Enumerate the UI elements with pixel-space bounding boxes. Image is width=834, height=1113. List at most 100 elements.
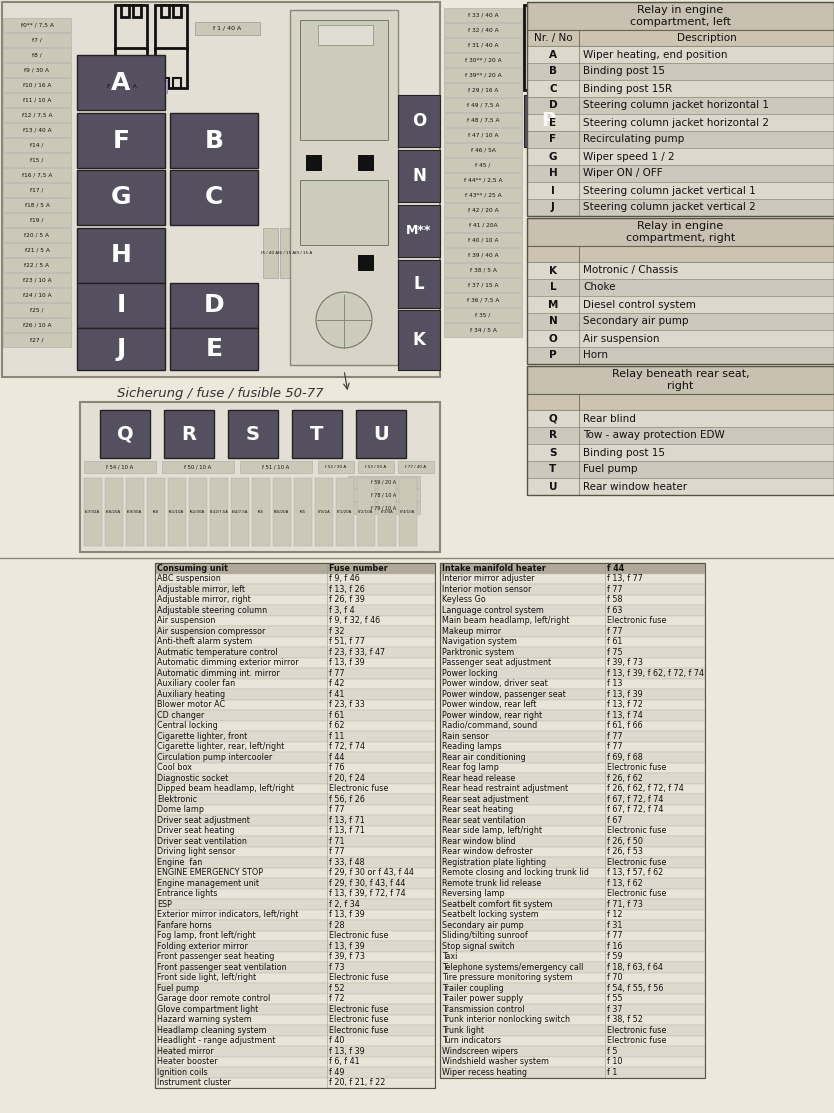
Text: Rear seat heating: Rear seat heating: [442, 805, 513, 815]
Text: Autmatic temperature control: Autmatic temperature control: [157, 648, 278, 657]
Text: f 29, f 30 or f 43, f 44: f 29, f 30 or f 43, f 44: [329, 868, 414, 877]
Text: f 51 / 10 A: f 51 / 10 A: [263, 464, 289, 470]
Bar: [2, 2, 440, 377]
Text: Navigation system: Navigation system: [442, 638, 517, 647]
Text: f 13, f 71: f 13, f 71: [329, 826, 364, 835]
Text: Dipped beam headlamp, left/right: Dipped beam headlamp, left/right: [157, 785, 294, 794]
Text: Main beam headlamp, left/right: Main beam headlamp, left/right: [442, 617, 570, 626]
Text: Reading lamps: Reading lamps: [442, 742, 501, 751]
Text: f 53 / 50 A: f 53 / 50 A: [365, 465, 387, 469]
Text: f71/20A: f71/20A: [338, 510, 353, 514]
Text: Electronic fuse: Electronic fuse: [329, 1005, 389, 1014]
Bar: [155, 605, 435, 615]
Bar: [240, 461, 312, 473]
Text: D: D: [549, 100, 557, 110]
Text: Headlamp cleaning system: Headlamp cleaning system: [157, 1026, 267, 1035]
Text: Dome lamp: Dome lamp: [157, 805, 204, 815]
Text: f 61, f 66: f 61, f 66: [607, 721, 643, 730]
Bar: [155, 1077, 435, 1089]
Bar: [527, 394, 834, 410]
Text: f 54, f 55, f 56: f 54, f 55, f 56: [607, 984, 663, 993]
Bar: [440, 563, 705, 573]
Text: Hazard warning system: Hazard warning system: [157, 1015, 252, 1024]
Text: f7 /: f7 /: [33, 38, 42, 42]
Text: f70/2A: f70/2A: [318, 510, 330, 514]
Text: Electronic fuse: Electronic fuse: [607, 826, 666, 835]
Bar: [280, 228, 295, 278]
Bar: [155, 615, 435, 626]
Text: Electronic fuse: Electronic fuse: [607, 858, 666, 867]
Bar: [77, 283, 165, 328]
Bar: [155, 805, 435, 815]
Text: f 11: f 11: [329, 731, 344, 741]
Bar: [155, 584, 435, 594]
Text: f16 / 7,5 A: f16 / 7,5 A: [22, 173, 53, 177]
Text: f15 /: f15 /: [30, 158, 43, 162]
Bar: [77, 114, 165, 168]
Bar: [358, 461, 394, 473]
Bar: [155, 573, 435, 584]
Text: f 73: f 73: [329, 963, 344, 972]
Text: f 59 / 20 A: f 59 / 20 A: [371, 480, 396, 484]
Text: Rear side lamp, left/right: Rear side lamp, left/right: [442, 826, 542, 835]
Bar: [3, 213, 71, 227]
Bar: [440, 952, 705, 962]
Text: f 35 /: f 35 /: [475, 313, 490, 317]
Bar: [318, 24, 373, 45]
Text: f14 /: f14 /: [30, 142, 43, 148]
Text: Description: Description: [676, 33, 736, 43]
Text: Wiper recess heating: Wiper recess heating: [442, 1067, 527, 1076]
Text: Headlight - range adjustment: Headlight - range adjustment: [157, 1036, 275, 1045]
Text: U: U: [373, 424, 389, 443]
Bar: [3, 288, 71, 302]
Text: f 77: f 77: [329, 669, 344, 678]
Text: f 77: f 77: [607, 932, 623, 940]
Text: F: F: [113, 128, 129, 152]
Bar: [155, 962, 435, 973]
Bar: [155, 857, 435, 867]
Bar: [155, 1025, 435, 1035]
Text: P: P: [541, 111, 555, 130]
Text: f22 / 5 A: f22 / 5 A: [24, 263, 49, 267]
Bar: [357, 477, 375, 546]
Text: Windscreen wipers: Windscreen wipers: [442, 1046, 518, 1056]
Text: f 38, f 52: f 38, f 52: [607, 1015, 643, 1024]
Text: f72/10A: f72/10A: [359, 510, 374, 514]
Bar: [348, 489, 420, 501]
Text: Diagnostic socket: Diagnostic socket: [157, 774, 229, 782]
Bar: [358, 155, 374, 171]
Text: f 41 / 20A: f 41 / 20A: [469, 223, 497, 227]
Text: Fanfare horns: Fanfare horns: [157, 920, 212, 929]
Text: f 3, f 4: f 3, f 4: [329, 605, 354, 614]
Text: Air suspension: Air suspension: [583, 334, 660, 344]
Bar: [440, 605, 705, 615]
Text: Steering column jacket horizontal 2: Steering column jacket horizontal 2: [583, 118, 769, 128]
Text: Cigarette lighter, front: Cigarette lighter, front: [157, 731, 247, 741]
Text: f 26, f 39: f 26, f 39: [329, 595, 364, 604]
Text: Q: Q: [549, 414, 557, 424]
Text: f 77: f 77: [329, 847, 344, 856]
Bar: [155, 1004, 435, 1015]
Bar: [444, 128, 522, 142]
Text: K: K: [413, 331, 425, 349]
Text: f 40: f 40: [329, 1036, 344, 1045]
Bar: [440, 805, 705, 815]
Bar: [3, 303, 71, 317]
Text: G: G: [111, 186, 131, 209]
Bar: [524, 4, 579, 90]
Bar: [155, 741, 435, 752]
Bar: [398, 260, 440, 308]
Bar: [3, 183, 71, 197]
Bar: [527, 461, 834, 477]
Bar: [444, 142, 522, 157]
Text: f 26, f 50: f 26, f 50: [607, 837, 643, 846]
Text: M: M: [548, 299, 558, 309]
Text: f 5: f 5: [607, 1046, 617, 1056]
Text: H: H: [111, 244, 132, 267]
Text: f 34 / 5 A: f 34 / 5 A: [470, 327, 496, 333]
Text: f 23, f 33, f 47: f 23, f 33, f 47: [329, 648, 385, 657]
Text: f 38 / 5 A: f 38 / 5 A: [470, 267, 496, 273]
Bar: [527, 329, 834, 347]
Text: Sicherung / fuse / fusible 50-77: Sicherung / fuse / fusible 50-77: [117, 386, 324, 400]
Text: f 79 / 10 A: f 79 / 10 A: [371, 505, 396, 511]
